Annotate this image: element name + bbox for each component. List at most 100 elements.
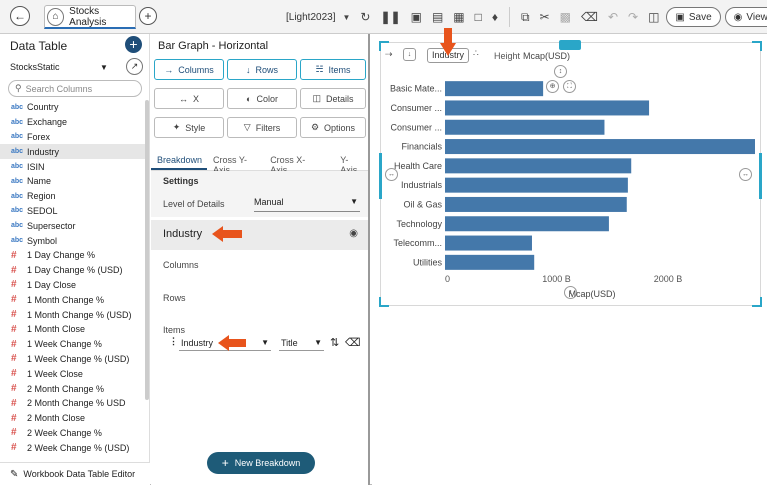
- bar[interactable]: [445, 81, 544, 97]
- columns-button[interactable]: → Columns: [154, 59, 224, 80]
- add-tab-icon[interactable]: +: [139, 7, 157, 25]
- options-button[interactable]: ⚙ Options: [300, 117, 366, 138]
- paste-icon[interactable]: ▩: [559, 10, 571, 24]
- column-item[interactable]: #2 Week Change % (USD): [0, 440, 148, 455]
- edit-link-icon[interactable]: ↗: [126, 58, 143, 75]
- workbook-tab[interactable]: ⌂ Stocks Analysis: [44, 5, 136, 29]
- bar[interactable]: [445, 196, 627, 212]
- redo-icon[interactable]: ↷: [628, 10, 639, 24]
- vertical-resize-icon[interactable]: ↕: [564, 286, 577, 299]
- column-item[interactable]: #2 Week Change %: [0, 426, 148, 441]
- resize-corner[interactable]: [379, 297, 389, 307]
- bar[interactable]: [445, 158, 632, 174]
- level-of-details-select[interactable]: Manual ▼: [254, 197, 360, 212]
- column-item[interactable]: abc SEDOL: [0, 204, 148, 219]
- horizontal-resize-icon[interactable]: ↔: [739, 168, 752, 181]
- column-item[interactable]: #1 Day Change %: [0, 248, 148, 263]
- view-button[interactable]: ◉ View: [724, 7, 767, 27]
- swap-axis-icon[interactable]: ⇢: [385, 49, 393, 59]
- column-item[interactable]: #1 Month Close: [0, 322, 148, 337]
- delete-icon[interactable]: ⌫: [580, 10, 598, 24]
- add-column-button[interactable]: +: [125, 36, 142, 53]
- resize-corner[interactable]: [752, 41, 762, 51]
- resize-corner[interactable]: [752, 297, 762, 307]
- item-title-select[interactable]: Title ▼: [279, 336, 324, 351]
- column-item[interactable]: abc Forex: [0, 130, 148, 145]
- tab-cross-y-axis[interactable]: Cross Y-Axis: [213, 155, 248, 175]
- item-field-select[interactable]: Industry ▼: [179, 336, 271, 351]
- column-item[interactable]: #1 Month Change %: [0, 292, 148, 307]
- tab-breakdown[interactable]: Breakdown: [151, 151, 208, 170]
- column-item[interactable]: abc Country: [0, 100, 148, 115]
- height-value[interactable]: Mcap(USD): [523, 51, 571, 61]
- resize-handle-right[interactable]: [759, 153, 762, 199]
- column-item[interactable]: abc ISIN: [0, 159, 148, 174]
- sort-icon[interactable]: ⇅: [330, 337, 340, 349]
- collapse-icon[interactable]: ⊕: [546, 80, 559, 93]
- pdf-icon[interactable]: ▤: [431, 10, 444, 24]
- details-button[interactable]: ◫ Details: [300, 88, 366, 109]
- items-button[interactable]: ☵ Items: [300, 59, 366, 80]
- column-item[interactable]: #2 Month Change % USD: [0, 396, 148, 411]
- scrollbar[interactable]: [145, 100, 149, 400]
- filters-button[interactable]: ▽ Filters: [227, 117, 297, 138]
- column-item[interactable]: #1 Month Change % (USD): [0, 307, 148, 322]
- vertical-resize-icon[interactable]: ↕: [554, 65, 567, 78]
- column-item[interactable]: #1 Week Close: [0, 366, 148, 381]
- breakdown-industry-row[interactable]: Industry ◉: [151, 220, 368, 250]
- scatter-icon[interactable]: ∴: [473, 48, 479, 58]
- tab-y-axis[interactable]: Y-Axis: [340, 155, 358, 175]
- chevron-down-icon[interactable]: ▼: [342, 12, 351, 22]
- bar[interactable]: [445, 254, 535, 270]
- bar[interactable]: [445, 100, 650, 116]
- move-handle[interactable]: [559, 40, 581, 50]
- column-item[interactable]: #1 Week Change % (USD): [0, 352, 148, 367]
- column-item[interactable]: abc Supersector: [0, 218, 148, 233]
- bell-icon[interactable]: ♦: [491, 10, 498, 24]
- column-item[interactable]: abc Symbol: [0, 233, 148, 248]
- resize-corner[interactable]: [379, 41, 389, 51]
- undo-icon[interactable]: ↶: [607, 10, 619, 24]
- workspace-label[interactable]: [Light2023]: [286, 11, 336, 23]
- column-item[interactable]: abc Industry: [0, 144, 148, 160]
- bar[interactable]: [445, 235, 532, 251]
- bar-graph-visual[interactable]: ⇢ ↓ Industry ∴ Height Mcap(USD) ↕ ⊕ ⛶ ↔ …: [379, 40, 762, 307]
- save-button[interactable]: ▣ Save: [666, 7, 721, 27]
- style-button[interactable]: ✦ Style: [154, 117, 224, 138]
- search-input[interactable]: ⚲ Search Columns: [8, 80, 142, 97]
- tab-cross-x-axis[interactable]: Cross X-Axis: [270, 155, 306, 175]
- data-source-select[interactable]: StocksStatic ▼: [10, 62, 108, 72]
- column-item[interactable]: #1 Day Close: [0, 278, 148, 293]
- workbook-data-table-editor-link[interactable]: ✎ Workbook Data Table Editor: [0, 462, 150, 485]
- bar[interactable]: [445, 139, 755, 155]
- resize-handle-left[interactable]: [379, 153, 382, 199]
- column-item[interactable]: #1 Day Change % (USD): [0, 263, 148, 278]
- snapshot-icon[interactable]: ▣: [410, 10, 422, 24]
- color-button[interactable]: ◐ Color: [227, 88, 297, 109]
- column-item[interactable]: #1 Week Change %: [0, 337, 148, 352]
- column-item[interactable]: abc Region: [0, 189, 148, 204]
- cut-icon[interactable]: ✂: [539, 10, 550, 24]
- drag-handle-icon[interactable]: ⋮: [169, 336, 178, 346]
- x-button[interactable]: ↔ X: [154, 88, 224, 109]
- home-icon[interactable]: ⌂: [47, 7, 65, 26]
- back-icon[interactable]: ←: [10, 6, 30, 26]
- column-item[interactable]: abc Name: [0, 174, 148, 189]
- eye-icon[interactable]: ◉: [349, 228, 358, 239]
- bar[interactable]: [445, 177, 628, 193]
- rows-button[interactable]: ↓ Rows: [227, 59, 297, 80]
- column-item[interactable]: #2 Month Close: [0, 411, 148, 426]
- trash-icon[interactable]: ⌫: [345, 337, 361, 349]
- column-item[interactable]: abc Exchange: [0, 115, 148, 130]
- copy-icon[interactable]: ⧉: [521, 9, 530, 24]
- horizontal-resize-icon[interactable]: ↔: [385, 168, 398, 181]
- sort-icon[interactable]: ↓: [403, 48, 416, 61]
- column-item[interactable]: #2 Month Change %: [0, 381, 148, 396]
- refresh-icon[interactable]: ↻: [360, 10, 371, 24]
- bookmark-icon[interactable]: □: [474, 10, 482, 24]
- bar[interactable]: [445, 216, 609, 232]
- excel-icon[interactable]: ▦: [453, 10, 465, 24]
- expand-icon[interactable]: ⛶: [563, 80, 576, 93]
- bar[interactable]: [445, 119, 605, 135]
- comment-icon[interactable]: ◫: [648, 10, 660, 24]
